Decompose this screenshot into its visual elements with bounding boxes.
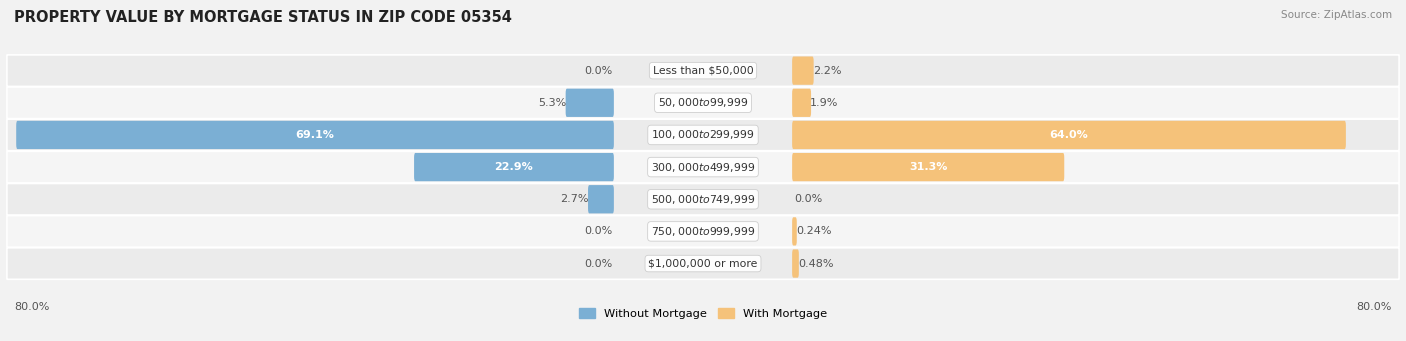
Text: 80.0%: 80.0% [1357, 302, 1392, 312]
FancyBboxPatch shape [7, 151, 1399, 183]
FancyBboxPatch shape [588, 185, 614, 213]
FancyBboxPatch shape [792, 217, 797, 246]
Text: 5.3%: 5.3% [538, 98, 567, 108]
FancyBboxPatch shape [792, 89, 811, 117]
FancyBboxPatch shape [7, 248, 1399, 279]
Text: 0.0%: 0.0% [583, 226, 612, 236]
Text: 2.7%: 2.7% [561, 194, 589, 204]
Text: $1,000,000 or more: $1,000,000 or more [648, 258, 758, 269]
Text: 22.9%: 22.9% [495, 162, 533, 172]
FancyBboxPatch shape [7, 216, 1399, 247]
Text: $500,000 to $749,999: $500,000 to $749,999 [651, 193, 755, 206]
FancyBboxPatch shape [792, 153, 1064, 181]
Text: $750,000 to $999,999: $750,000 to $999,999 [651, 225, 755, 238]
Legend: Without Mortgage, With Mortgage: Without Mortgage, With Mortgage [574, 304, 832, 324]
Text: 0.0%: 0.0% [794, 194, 823, 204]
Text: $100,000 to $299,999: $100,000 to $299,999 [651, 129, 755, 142]
FancyBboxPatch shape [7, 87, 1399, 119]
FancyBboxPatch shape [792, 57, 814, 85]
Text: Source: ZipAtlas.com: Source: ZipAtlas.com [1281, 10, 1392, 20]
Text: 1.9%: 1.9% [810, 98, 838, 108]
FancyBboxPatch shape [415, 153, 614, 181]
Text: $50,000 to $99,999: $50,000 to $99,999 [658, 96, 748, 109]
Text: 2.2%: 2.2% [813, 65, 841, 76]
FancyBboxPatch shape [565, 89, 614, 117]
FancyBboxPatch shape [792, 249, 799, 278]
Text: 0.0%: 0.0% [583, 258, 612, 269]
Text: 64.0%: 64.0% [1050, 130, 1088, 140]
Text: 80.0%: 80.0% [14, 302, 49, 312]
Text: 31.3%: 31.3% [910, 162, 948, 172]
FancyBboxPatch shape [7, 55, 1399, 86]
Text: 69.1%: 69.1% [295, 130, 335, 140]
FancyBboxPatch shape [792, 121, 1346, 149]
FancyBboxPatch shape [7, 119, 1399, 151]
Text: 0.24%: 0.24% [796, 226, 831, 236]
Text: 0.48%: 0.48% [799, 258, 834, 269]
Text: Less than $50,000: Less than $50,000 [652, 65, 754, 76]
FancyBboxPatch shape [17, 121, 614, 149]
Text: 0.0%: 0.0% [583, 65, 612, 76]
Text: PROPERTY VALUE BY MORTGAGE STATUS IN ZIP CODE 05354: PROPERTY VALUE BY MORTGAGE STATUS IN ZIP… [14, 10, 512, 25]
Text: $300,000 to $499,999: $300,000 to $499,999 [651, 161, 755, 174]
FancyBboxPatch shape [7, 183, 1399, 215]
